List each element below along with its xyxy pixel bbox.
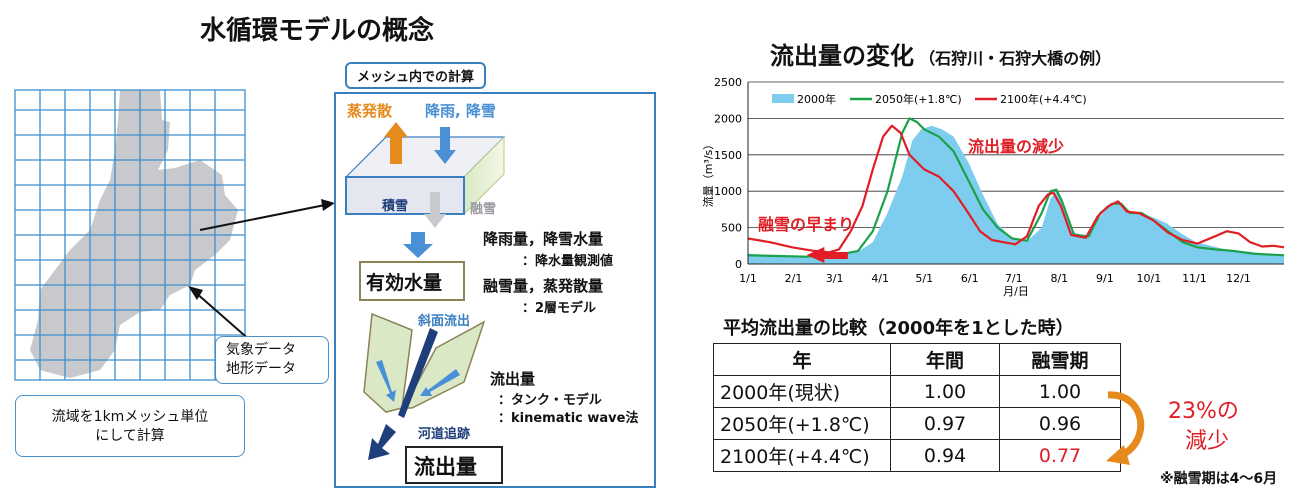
chart-subtitle: （石狩川・石狩大橋の例）: [919, 49, 1112, 68]
terrain-data-label: 地形データ: [226, 361, 296, 377]
row-annual: 0.97: [890, 407, 1000, 440]
x-tick-label: 4/1: [871, 272, 889, 285]
snowpack-front: [345, 176, 465, 215]
mesh-explanation-box: 流域を1kmメッシュ単位 にして計算: [15, 395, 245, 457]
calc-box: [334, 92, 656, 488]
y-tick-label: 0: [735, 258, 742, 271]
x-tick-label: 9/1: [1096, 272, 1114, 285]
effective-water-label: 有効水量: [366, 272, 443, 294]
row-annual: 1.00: [890, 375, 1000, 408]
runoff-amount-label: 流出量: [490, 370, 536, 388]
x-tick-label: 6/1: [961, 272, 979, 285]
weather-data-label: 気象データ: [226, 342, 296, 358]
melt-arrow-icon: [424, 192, 446, 228]
mesh-explanation-line1: 流域を1kmメッシュ単位: [51, 409, 209, 425]
weather-terrain-box: 気象データ 地形データ: [215, 336, 329, 384]
x-tick-label: 5/1: [915, 272, 933, 285]
rain-snow-amount-label: 降雨量，降雪水量: [483, 230, 604, 248]
rain-snow-label: 降雨, 降雪: [425, 102, 496, 120]
runoff-box: [405, 446, 503, 484]
runoff-chart: 0 500 1000 1500 2000 2500 1/1 2/1 3/1 4/1 5/1 6/1 7/…: [701, 76, 1285, 298]
channel-arrow-icon: [398, 328, 438, 418]
row-year: 2100年(+4.4℃): [713, 439, 891, 472]
y-axis-label: 流量（m³/s）: [701, 139, 715, 208]
x-tick-label: 10/1: [1137, 272, 1162, 285]
early-melt-arrow-icon: [806, 247, 848, 263]
chart-legend: 2000年 2050年(+1.8℃) 2100年(+4.4℃): [772, 92, 1087, 106]
table-row: 2000年(現状) 1.00 1.00: [713, 375, 1121, 408]
melt-evap-label: 融雪量，蒸発散量: [483, 277, 604, 295]
two-layer-label: ：2層モデル: [522, 301, 597, 316]
runoff-arrow-icon: [368, 424, 396, 460]
x-tick-label: 2/1: [785, 272, 803, 285]
observed-label: ：降水量観測値: [522, 254, 614, 269]
y-tick-label: 1500: [714, 149, 742, 162]
early-melt-annotation: 融雪の早まり: [758, 215, 855, 234]
x-tick-label: 7/1: [1005, 272, 1023, 285]
slope-arrow-left-icon: [376, 360, 396, 402]
x-tick-label: 3/1: [826, 272, 844, 285]
percent-reduction-line1: 23%の: [1168, 399, 1239, 424]
legend-swatch: [772, 94, 794, 103]
slope-plane-left: [363, 312, 413, 413]
legend-label: 2000年: [797, 92, 836, 106]
comparison-table: 年 年間 融雪期 2000年(現状) 1.00 1.00 2050年(+1.8℃…: [713, 343, 1121, 472]
row-annual: 0.94: [890, 439, 1000, 472]
mesh-grid: [14, 89, 246, 381]
calc-diagram: [344, 122, 506, 484]
x-tick-label: 8/1: [1050, 272, 1068, 285]
slope-flow-label: 斜面流出: [418, 314, 471, 329]
reduction-annotation: 流出量の減少: [968, 137, 1065, 156]
header-melt: 融雪期: [999, 343, 1121, 376]
y-tick-label: 500: [721, 222, 742, 235]
row-year: 2000年(現状): [713, 375, 891, 408]
legend-label: 2050年(+1.8℃): [875, 92, 962, 106]
melt-season-note: ※融雪期は4～6月: [1160, 471, 1278, 487]
y-tick-label: 2500: [714, 76, 742, 89]
series-line-2100: [747, 124, 1285, 254]
slope-plane-right: [402, 320, 486, 409]
header-annual: 年間: [890, 343, 1000, 376]
row-melt: 1.00: [999, 375, 1121, 408]
legend-label: 2100年(+4.4℃): [1000, 92, 1087, 106]
mesh-map: [14, 89, 335, 381]
left-panel-title: 水循環モデルの概念: [200, 16, 435, 46]
kinematic-label: ：kinematic wave法: [498, 411, 639, 426]
slope-arrow-right-icon: [420, 369, 460, 396]
mesh-explanation-line2: にして計算: [95, 428, 165, 444]
snowmelt-label: 融雪: [470, 202, 497, 217]
x-tick-label: 11/1: [1182, 272, 1207, 285]
x-axis-label: 月/日: [1003, 285, 1029, 298]
channel-routing-label: 河道追跡: [418, 427, 471, 442]
evaporation-arrow-icon: [384, 122, 408, 164]
calc-box-label: メッシュ内での計算: [345, 62, 487, 89]
rain-arrow-icon: [434, 127, 456, 164]
reduction-curve-arrow: [1106, 391, 1145, 465]
chart-title-row: 流出量の変化 （石狩川・石狩大橋の例）: [770, 36, 1111, 71]
table-header-row: 年 年間 融雪期: [713, 343, 1121, 376]
runoff-box-label: 流出量: [414, 455, 477, 479]
header-year: 年: [713, 343, 891, 376]
x-tick-label: 12/1: [1226, 272, 1251, 285]
effective-water-box: [359, 261, 465, 301]
table-row: 2100年(+4.4℃) 0.94 0.77: [713, 439, 1121, 472]
row-melt: 0.96: [999, 407, 1121, 440]
chart-title: 流出量の変化: [770, 42, 914, 70]
y-tick-label: 2000: [714, 112, 742, 125]
row-year: 2050年(+1.8℃): [713, 407, 891, 440]
series-area-2000: [748, 125, 1284, 264]
table-row: 2050年(+1.8℃) 0.97 0.96: [713, 407, 1121, 440]
table-title: 平均流出量の比較（2000年を1とした時）: [723, 318, 1074, 339]
evaporation-label: 蒸発散: [347, 102, 393, 120]
y-tick-label: 1000: [714, 185, 742, 198]
tank-model-label: ：タンク・モデル: [498, 393, 602, 408]
effective-water-arrow-icon: [403, 232, 433, 258]
arrow-from-weather: [194, 291, 253, 343]
arrow-to-calc: [199, 204, 326, 231]
x-tick-label: 1/1: [739, 272, 757, 285]
percent-reduction-line2: 減少: [1185, 429, 1230, 454]
river-basin-shape: [30, 90, 238, 378]
snowpack-label: 積雪: [382, 199, 409, 214]
